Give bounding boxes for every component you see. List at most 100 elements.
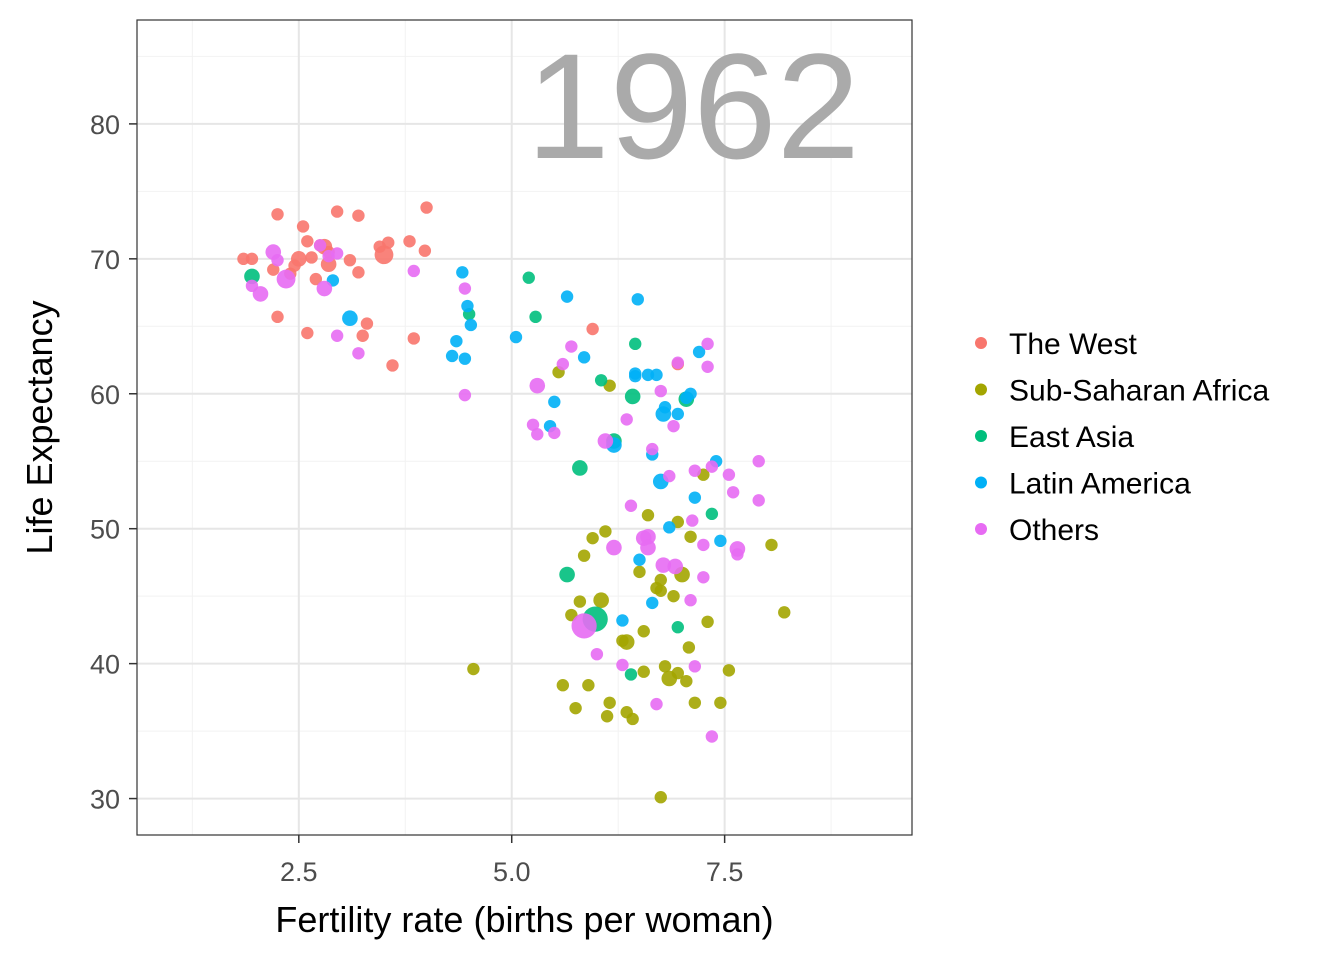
data-point — [714, 534, 727, 548]
data-point — [714, 696, 727, 709]
data-point — [697, 571, 710, 584]
plot-area: 1962 — [136, 19, 913, 836]
x-tick-label: 7.5 — [706, 857, 744, 887]
data-point — [606, 539, 622, 556]
data-point — [572, 460, 588, 476]
data-point — [296, 220, 310, 233]
y-tick-label: 80 — [90, 110, 120, 140]
data-point — [646, 596, 659, 610]
data-point — [654, 573, 667, 587]
legend-key — [975, 523, 987, 535]
y-tick-label: 70 — [90, 245, 120, 275]
data-point — [729, 541, 746, 557]
data-point — [640, 528, 656, 545]
data-point — [688, 491, 702, 504]
data-point — [599, 525, 612, 538]
data-point — [313, 239, 327, 252]
legend-key — [975, 383, 987, 396]
data-point — [726, 486, 740, 499]
data-point — [565, 340, 578, 353]
data-point — [618, 634, 635, 650]
data-point — [705, 460, 719, 473]
data-point — [458, 352, 472, 365]
data-point — [620, 413, 633, 426]
y-axis-title: Life Expectancy — [19, 300, 60, 554]
data-point — [671, 621, 684, 634]
data-point — [360, 317, 374, 330]
data-point — [244, 268, 260, 285]
data-point — [276, 269, 296, 289]
year-annotation: 1962 — [526, 22, 860, 190]
gridlines — [137, 20, 912, 835]
data-point — [467, 662, 480, 676]
data-point — [633, 565, 646, 579]
data-point — [633, 553, 646, 566]
data-point — [624, 499, 638, 512]
data-point — [705, 507, 719, 521]
data-point — [650, 368, 663, 382]
panel-background — [137, 20, 912, 835]
data-point — [616, 614, 629, 627]
data-point — [624, 668, 638, 681]
data-point — [237, 252, 250, 266]
data-point — [765, 538, 778, 552]
data-point — [616, 658, 629, 672]
data-point — [686, 514, 699, 527]
data-point — [586, 531, 599, 545]
data-point — [658, 660, 672, 673]
data-point — [529, 310, 542, 324]
data-point — [267, 263, 280, 276]
data-point — [301, 235, 314, 248]
data-point — [684, 387, 697, 400]
data-point — [778, 606, 791, 619]
legend-label: Sub-Saharan Africa — [1009, 375, 1269, 408]
data-point — [680, 674, 693, 688]
legend-label: Latin America — [1009, 468, 1191, 501]
data-point — [418, 244, 432, 257]
data-point — [671, 356, 684, 369]
data-point — [420, 201, 433, 214]
data-point — [271, 208, 284, 221]
data-point — [509, 330, 523, 344]
data-point — [701, 360, 714, 373]
legend-label: The West — [1009, 328, 1137, 361]
data-point — [655, 557, 672, 573]
data-point — [577, 549, 591, 562]
data-point — [330, 247, 344, 260]
data-point — [526, 418, 540, 432]
data-point — [688, 660, 702, 673]
data-point — [688, 696, 702, 709]
legend-key — [975, 337, 987, 349]
data-point — [684, 530, 697, 543]
legend-label: East Asia — [1009, 421, 1134, 454]
data-point — [654, 384, 667, 398]
data-point — [626, 712, 639, 726]
data-point — [671, 407, 684, 421]
data-point — [386, 359, 399, 372]
x-tick-label: 5.0 — [493, 857, 531, 887]
data-point — [671, 666, 684, 680]
data-point — [301, 326, 314, 340]
data-point — [548, 426, 561, 440]
data-point — [531, 428, 544, 441]
data-point — [650, 697, 663, 711]
data-point — [663, 469, 676, 483]
axes: 2.5 5.0 7.5 30 40 50 60 70 80 — [90, 110, 743, 887]
data-point — [559, 566, 575, 583]
x-axis-title: Fertility rate (births per woman) — [275, 899, 773, 940]
panel-border — [136, 19, 913, 836]
data-point — [752, 455, 765, 468]
data-point — [684, 594, 697, 607]
data-point — [245, 252, 259, 266]
data-point — [407, 264, 420, 278]
data-point — [382, 236, 395, 249]
data-point — [688, 464, 702, 477]
data-point — [571, 613, 597, 639]
data-point — [342, 310, 358, 327]
data-point — [271, 253, 284, 267]
data-point — [374, 245, 394, 265]
data-point — [522, 271, 535, 284]
data-point — [667, 558, 684, 575]
data-point — [631, 293, 644, 306]
y-tick-label: 30 — [90, 785, 120, 815]
